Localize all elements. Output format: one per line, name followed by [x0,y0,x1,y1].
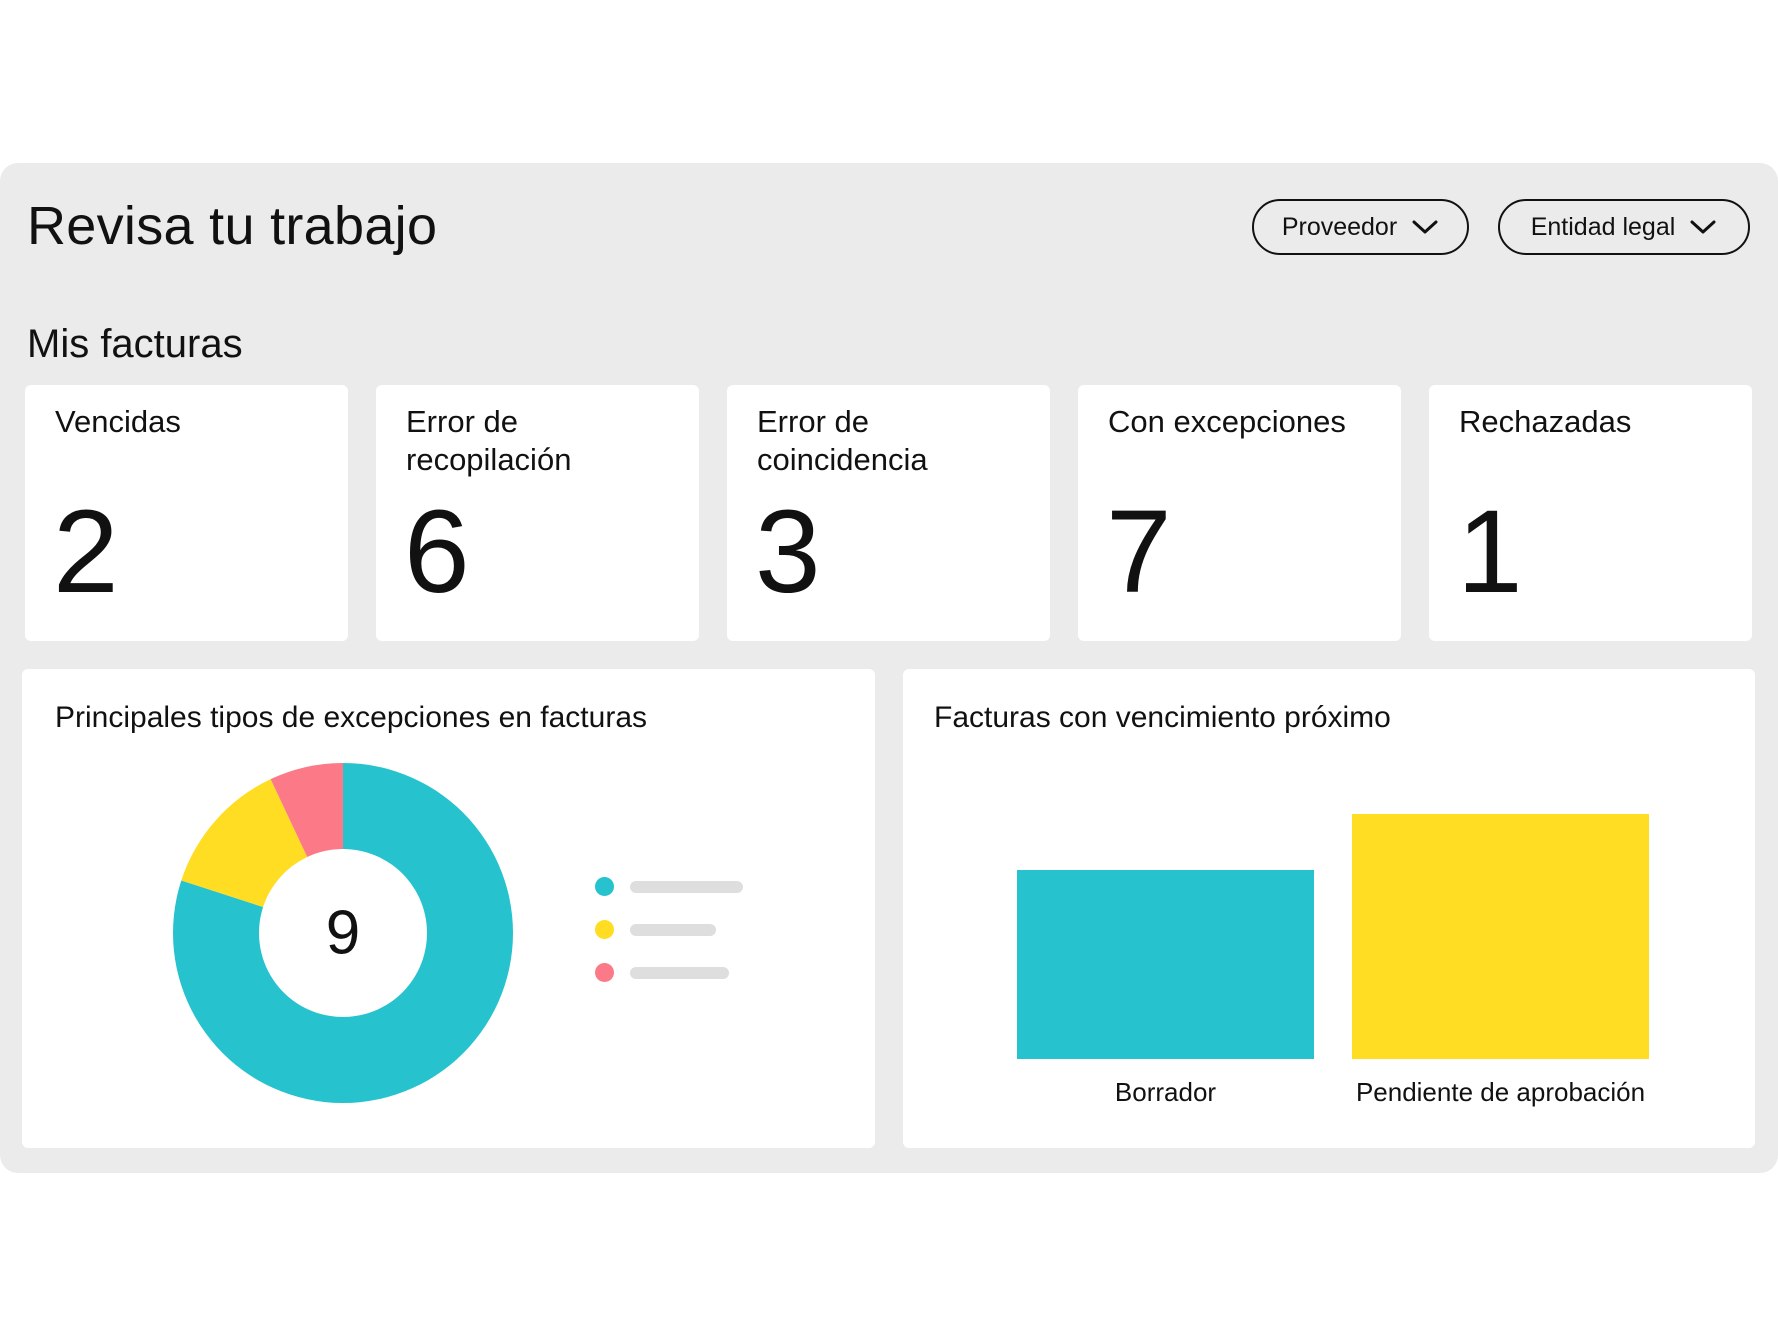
legend-label-placeholder [630,966,729,979]
legend-item [595,963,729,982]
page-title: Revisa tu trabajo [27,196,438,256]
stat-card-collection-error[interactable]: Error de recopilación 6 [376,385,699,641]
bar-category-label: Borrador [1114,1077,1217,1107]
legend-label-placeholder [630,880,743,893]
exceptions-chart-card: Principales tipos de excepciones en fact… [22,669,875,1148]
stat-label: Error de coincidencia [757,404,928,477]
stat-value: 6 [404,486,470,618]
donut-slice [173,763,513,1103]
due-soon-chart-title: Facturas con vencimiento próximo [934,701,1391,734]
stat-label: Rechazadas [1459,404,1632,439]
vendor-filter-label: Proveedor [1281,212,1398,241]
legend-item [595,920,716,939]
legend-color-dot [595,963,614,982]
exceptions-donut-chart: 9 [173,763,513,1103]
legend-label-placeholder [630,923,716,936]
stat-card-rejected[interactable]: Rechazadas 1 [1429,385,1752,641]
legal-entity-filter-label: Entidad legal [1530,212,1676,241]
stat-value: 3 [755,486,821,618]
bar-category-label: Pendiente de aprobación [1355,1077,1646,1107]
exceptions-chart-title: Principales tipos de excepciones en fact… [55,701,648,734]
donut-slice [181,779,308,908]
stat-label: Vencidas [55,404,181,439]
stat-card-match-error[interactable]: Error de coincidencia 3 [727,385,1050,641]
stat-value: 2 [53,486,119,618]
legend-item [595,877,743,896]
chevron-down-icon [1689,219,1717,235]
donut-center-total: 9 [326,899,360,968]
legal-entity-filter-dropdown[interactable]: Entidad legal [1498,199,1750,255]
legend-color-dot [595,877,614,896]
stat-value: 7 [1106,486,1172,618]
donut-slice [270,763,343,857]
bar-1 [1017,870,1314,1059]
due-soon-chart-card: Facturas con vencimiento próximo Borrado… [903,669,1755,1148]
chevron-down-icon [1411,219,1439,235]
stat-label: Error de recopilación [406,404,572,477]
stat-value: 1 [1457,486,1523,618]
stat-label: Con excepciones [1108,404,1346,439]
bar-2 [1352,814,1649,1059]
legend-color-dot [595,920,614,939]
section-title: Mis facturas [27,322,243,366]
vendor-filter-dropdown[interactable]: Proveedor [1252,199,1469,255]
stat-card-exceptions[interactable]: Con excepciones 7 [1078,385,1401,641]
stat-card-overdue[interactable]: Vencidas 2 [25,385,348,641]
